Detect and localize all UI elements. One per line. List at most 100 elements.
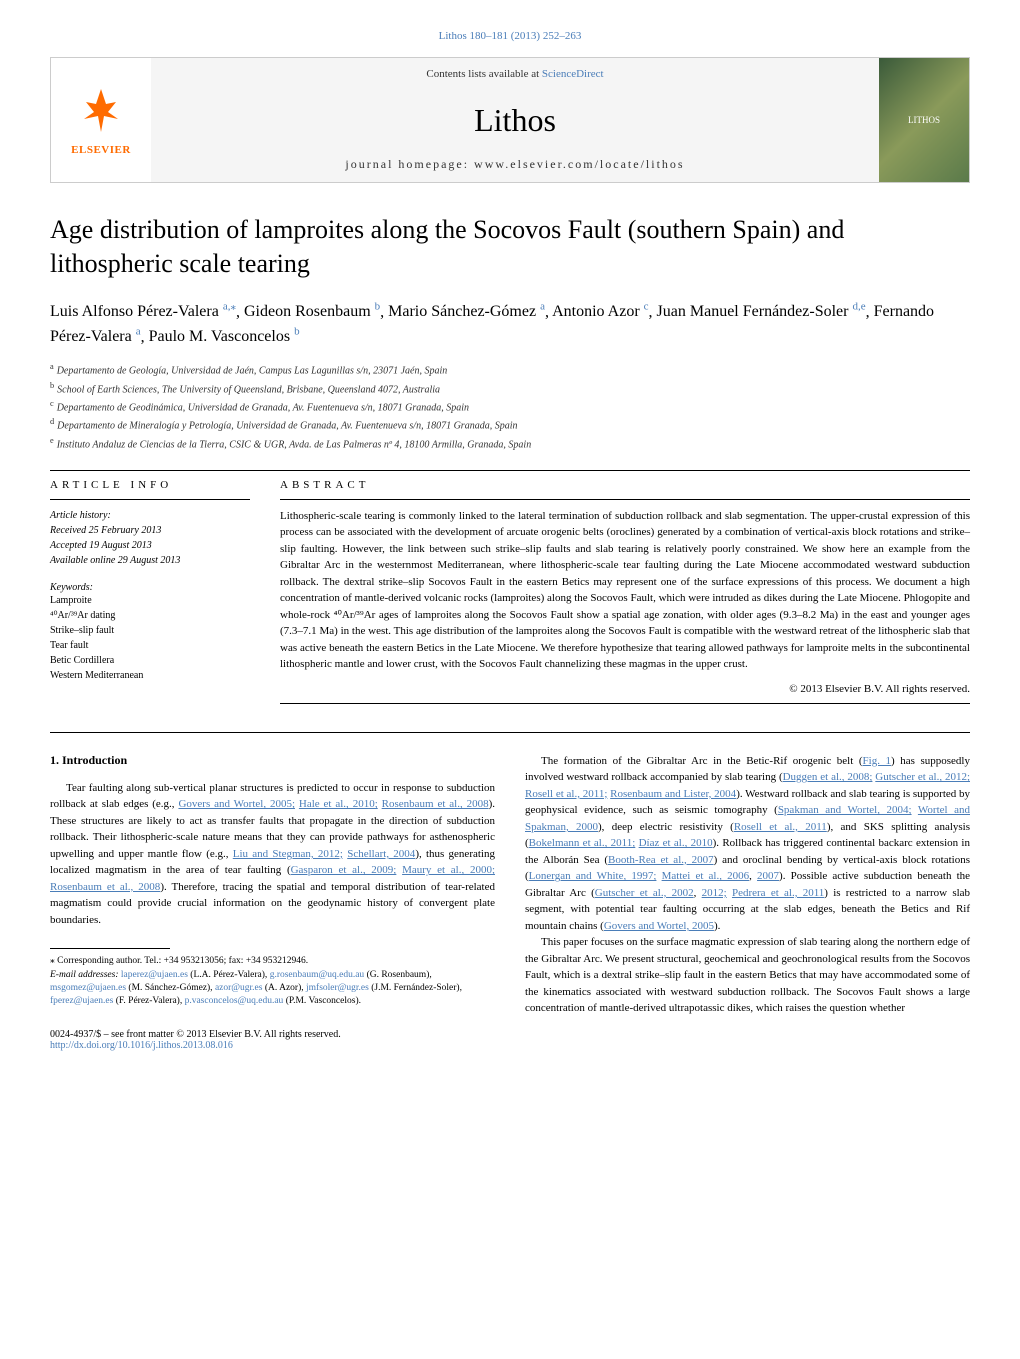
- abstract-column: ABSTRACT Lithospheric-scale tearing is c…: [280, 479, 970, 712]
- affiliation: eInstituto Andaluz de Ciencias de la Tie…: [50, 435, 970, 452]
- keyword: Betic Cordillera: [50, 653, 250, 668]
- authors-list: Luis Alfonso Pérez-Valera a,⁎, Gideon Ro…: [50, 299, 970, 350]
- history-received: Received 25 February 2013: [50, 523, 250, 538]
- author-aff[interactable]: d,e: [852, 301, 865, 313]
- rule-abstract-bottom: [280, 703, 970, 704]
- affiliation: bSchool of Earth Sciences, The Universit…: [50, 380, 970, 397]
- elsevier-tree-icon: [76, 84, 126, 144]
- citation-link[interactable]: Pedrera et al., 2011: [732, 887, 824, 899]
- author-aff[interactable]: a,⁎: [223, 301, 236, 313]
- author-aff[interactable]: a: [540, 301, 545, 313]
- citation-link[interactable]: Duggen et al., 2008;: [783, 771, 873, 783]
- article-title: Age distribution of lamproites along the…: [50, 213, 970, 281]
- author-aff[interactable]: b: [294, 326, 300, 338]
- intro-para-1: Tear faulting along sub-vertical planar …: [50, 780, 495, 929]
- citation-link[interactable]: 2012;: [702, 887, 727, 899]
- citation-link[interactable]: Spakman and Wortel, 2004;: [778, 804, 912, 816]
- email-link[interactable]: msgomez@ujaen.es: [50, 983, 126, 993]
- journal-homepage: journal homepage: www.elsevier.com/locat…: [171, 157, 859, 172]
- citation-link[interactable]: Booth-Rea et al., 2007: [608, 854, 714, 866]
- citation-link[interactable]: Schellart, 2004: [347, 848, 415, 860]
- email-link[interactable]: laperez@ujaen.es: [121, 970, 188, 980]
- journal-header: ELSEVIER Contents lists available at Sci…: [50, 57, 970, 183]
- citation-link[interactable]: Govers and Wortel, 2005;: [178, 798, 295, 810]
- author: Gideon Rosenbaum b: [244, 303, 380, 320]
- affiliation: cDepartamento de Geodinámica, Universida…: [50, 398, 970, 415]
- footnotes: ⁎ Corresponding author. Tel.: +34 953213…: [50, 955, 495, 1008]
- email-link[interactable]: fperez@ujaen.es: [50, 996, 113, 1006]
- citation-link[interactable]: Maury et al., 2000;: [402, 864, 495, 876]
- author: Paulo M. Vasconcelos b: [149, 328, 300, 345]
- citation-link[interactable]: Bokelmann et al., 2011;: [529, 837, 636, 849]
- author-aff[interactable]: b: [375, 301, 381, 313]
- rule-info: [50, 499, 250, 500]
- body-columns: 1. Introduction Tear faulting along sub-…: [50, 753, 970, 1051]
- email-link[interactable]: p.vasconcelos@uq.edu.au: [185, 996, 284, 1006]
- author: Luis Alfonso Pérez-Valera a,⁎: [50, 303, 236, 320]
- citation-link[interactable]: Rosell et al., 2011: [734, 821, 827, 833]
- citation-link[interactable]: Gasparon et al., 2009;: [291, 864, 397, 876]
- right-column: The formation of the Gibraltar Arc in th…: [525, 753, 970, 1051]
- footnote-rule: [50, 948, 170, 949]
- journal-cover-thumbnail[interactable]: LITHOS: [879, 58, 969, 182]
- cover-label: LITHOS: [908, 115, 940, 125]
- keyword: Western Mediterranean: [50, 668, 250, 683]
- keywords-list: Lamproite⁴⁰Ar/³⁹Ar datingStrike–slip fau…: [50, 593, 250, 683]
- keywords-head: Keywords:: [50, 582, 250, 593]
- author-aff[interactable]: a: [136, 326, 141, 338]
- citation-link[interactable]: Lonergan and White, 1997;: [529, 870, 657, 882]
- rule-top: [50, 470, 970, 471]
- keyword: Lamproite: [50, 593, 250, 608]
- contents-prefix: Contents lists available at: [426, 68, 541, 80]
- citation-link[interactable]: Mattei et al., 2006: [662, 870, 750, 882]
- email-link[interactable]: azor@ugr.es: [215, 983, 263, 993]
- abstract-copyright: © 2013 Elsevier B.V. All rights reserved…: [280, 683, 970, 695]
- author: Antonio Azor c: [552, 303, 648, 320]
- abstract-head: ABSTRACT: [280, 479, 970, 491]
- left-column: 1. Introduction Tear faulting along sub-…: [50, 753, 495, 1051]
- author-aff[interactable]: c: [644, 301, 649, 313]
- footer-copyright: 0024-4937/$ – see front matter © 2013 El…: [50, 1029, 495, 1040]
- abstract-text: Lithospheric-scale tearing is commonly l…: [280, 508, 970, 673]
- header-center: Contents lists available at ScienceDirec…: [151, 58, 879, 182]
- author: Mario Sánchez-Gómez a: [388, 303, 545, 320]
- intro-para-2: The formation of the Gibraltar Arc in th…: [525, 753, 970, 935]
- article-history: Article history: Received 25 February 20…: [50, 508, 250, 568]
- citation-link[interactable]: Rosenbaum et al., 2008: [50, 881, 160, 893]
- rule-body-top: [50, 732, 970, 733]
- citation-link[interactable]: Rosenbaum et al., 2008: [382, 798, 489, 810]
- keyword: Strike–slip fault: [50, 623, 250, 638]
- doi-link[interactable]: http://dx.doi.org/10.1016/j.lithos.2013.…: [50, 1040, 233, 1051]
- citation-link[interactable]: Gutscher et al., 2002: [595, 887, 694, 899]
- citation-link[interactable]: Govers and Wortel, 2005: [604, 920, 714, 932]
- corresponding-author: ⁎ Corresponding author. Tel.: +34 953213…: [50, 955, 495, 968]
- email-link[interactable]: jmfsoler@ugr.es: [306, 983, 369, 993]
- citation-link[interactable]: Gutscher et al., 2012;: [875, 771, 970, 783]
- citation-link[interactable]: Liu and Stegman, 2012;: [233, 848, 343, 860]
- introduction-head: 1. Introduction: [50, 753, 495, 768]
- email-link[interactable]: g.rosenbaum@uq.edu.au: [270, 970, 365, 980]
- journal-ref-link[interactable]: Lithos 180–181 (2013) 252–263: [439, 30, 582, 42]
- article-info-column: ARTICLE INFO Article history: Received 2…: [50, 479, 250, 712]
- citation-link[interactable]: Díaz et al., 2010: [639, 837, 713, 849]
- citation-link[interactable]: Rosenbaum and Lister, 2004: [610, 788, 736, 800]
- rule-abstract: [280, 499, 970, 500]
- sciencedirect-link[interactable]: ScienceDirect: [542, 68, 604, 80]
- affiliations-list: aDepartamento de Geología, Universidad d…: [50, 361, 970, 452]
- info-abstract-row: ARTICLE INFO Article history: Received 2…: [50, 479, 970, 712]
- contents-line: Contents lists available at ScienceDirec…: [171, 68, 859, 80]
- citation-link[interactable]: 2007: [757, 870, 779, 882]
- citation-link[interactable]: Fig. 1: [863, 755, 892, 767]
- elsevier-logo[interactable]: ELSEVIER: [51, 58, 151, 182]
- intro-para-3: This paper focuses on the surface magmat…: [525, 934, 970, 1017]
- elsevier-text: ELSEVIER: [71, 144, 131, 156]
- journal-reference: Lithos 180–181 (2013) 252–263: [50, 30, 970, 42]
- keyword: Tear fault: [50, 638, 250, 653]
- citation-link[interactable]: Rosell et al., 2011;: [525, 788, 607, 800]
- citation-link[interactable]: Hale et al., 2010;: [299, 798, 378, 810]
- affiliation: aDepartamento de Geología, Universidad d…: [50, 361, 970, 378]
- journal-name: Lithos: [171, 102, 859, 139]
- history-accepted: Accepted 19 August 2013: [50, 538, 250, 553]
- history-head: Article history:: [50, 508, 250, 523]
- history-online: Available online 29 August 2013: [50, 553, 250, 568]
